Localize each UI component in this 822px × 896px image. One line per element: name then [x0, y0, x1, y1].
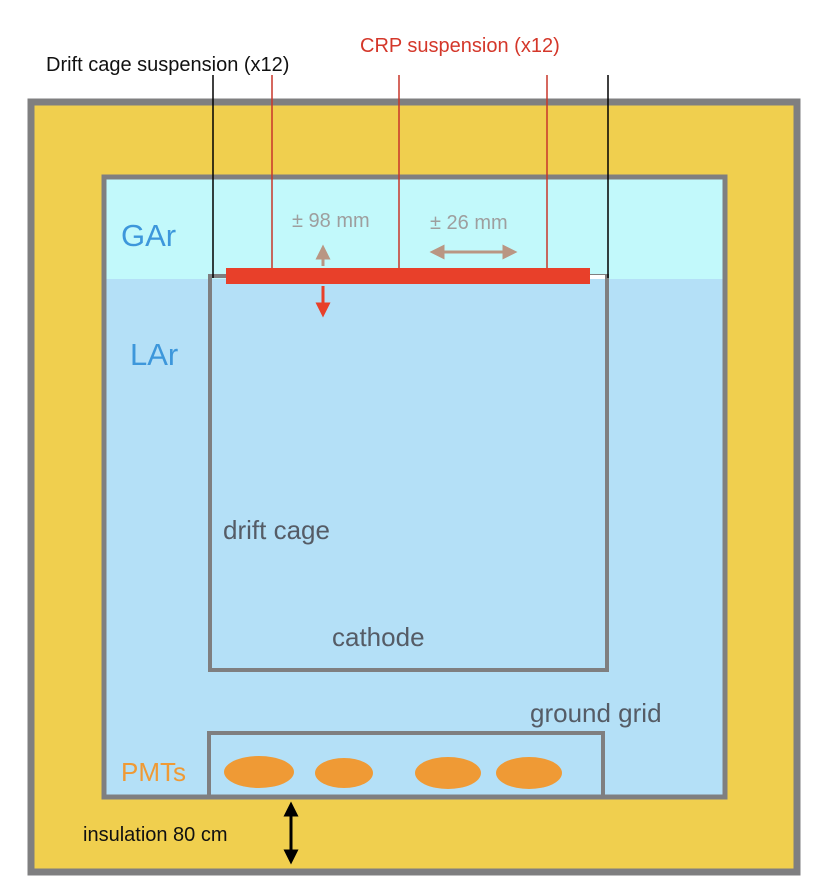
insulation-label: insulation 80 cm: [83, 824, 228, 846]
vertical-range-label: ± 98 mm: [292, 210, 370, 232]
pmt-4: [496, 757, 562, 789]
gar-label: GAr: [121, 218, 176, 253]
crp-suspension-label: CRP suspension (x12): [360, 35, 560, 57]
pmt-1: [224, 756, 294, 788]
lar-label: LAr: [130, 337, 178, 372]
ground-grid-label: ground grid: [530, 698, 662, 728]
ground-grid-box: [207, 731, 605, 799]
pmts-label: PMTs: [121, 757, 186, 787]
liquid-argon-region: [104, 279, 725, 797]
cathode-label: cathode: [332, 622, 425, 652]
crp-gap-right: [590, 275, 605, 279]
gas-argon-region: [104, 177, 725, 279]
crp-plate: [226, 268, 590, 284]
drift-cage-suspension-label: Drift cage suspension (x12): [46, 54, 289, 76]
horizontal-range-label: ± 26 mm: [430, 212, 508, 234]
pmt-2: [315, 758, 373, 788]
pmt-3: [415, 757, 481, 789]
drift-cage-label: drift cage: [223, 515, 330, 545]
